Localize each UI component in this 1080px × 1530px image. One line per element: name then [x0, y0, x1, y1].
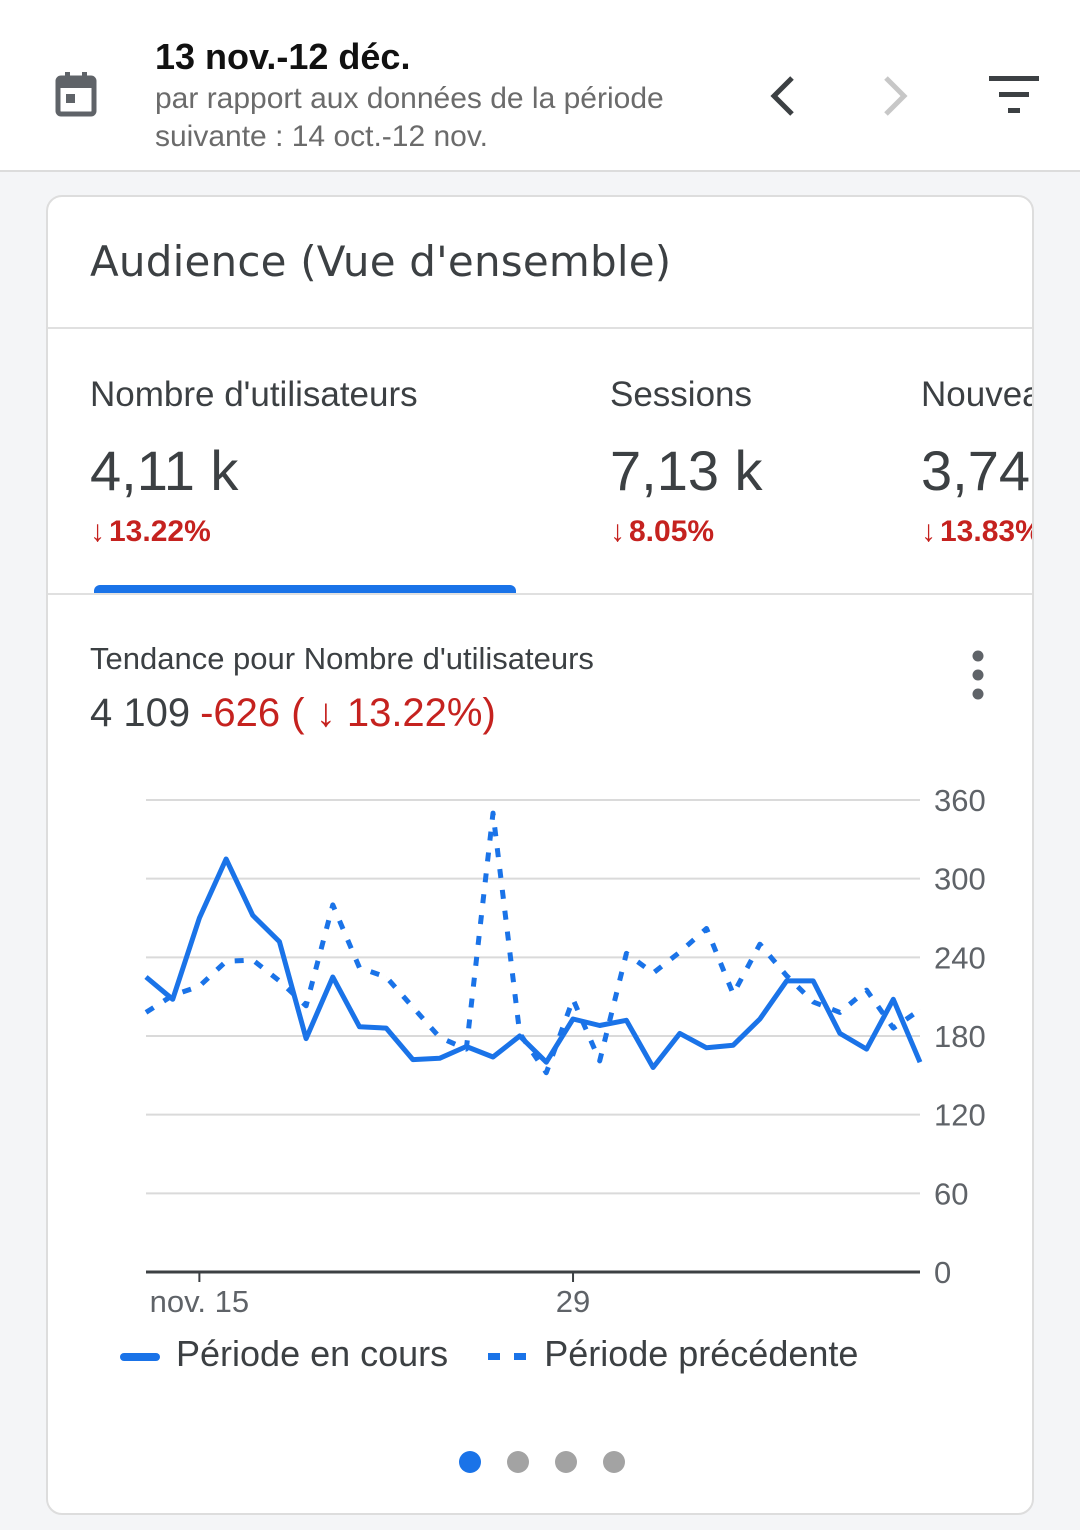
metric-label: Sessions	[610, 375, 753, 414]
arrow-down-icon: ↓	[90, 515, 105, 548]
chevron-right-icon[interactable]	[870, 70, 918, 122]
y-tick-label: 360	[934, 783, 986, 818]
series-lines	[144, 810, 923, 1076]
legend-item-previous[interactable]: Période précédente	[488, 1333, 858, 1375]
metric-label: Nouveaux utilisateurs	[921, 375, 1032, 414]
metric-change-value: 13.22%	[109, 515, 211, 548]
trend-total-value: 4 109	[90, 691, 191, 735]
metric-value: 7,13 k	[610, 439, 763, 502]
arrow-down-icon: ↓	[921, 515, 936, 548]
series-line-current	[144, 856, 923, 1070]
y-tick-label: 300	[934, 862, 986, 897]
divider	[48, 327, 1032, 329]
chevron-left-icon[interactable]	[760, 70, 808, 122]
metric-value: 4,11 k	[90, 439, 239, 502]
date-range-selector[interactable]: 13 nov.-12 déc. par rapport aux données …	[155, 36, 745, 156]
dashed-line-swatch-icon	[488, 1352, 527, 1360]
metric-tab-users[interactable]: Nombre d'utilisateurs 4,11 k ↓ 13.22%	[90, 375, 418, 549]
series-line-previous	[144, 810, 922, 1076]
card-title: Audience (Vue d'ensemble)	[90, 237, 672, 286]
gridlines	[146, 799, 920, 1274]
metric-change: ↓ 13.22%	[90, 515, 418, 549]
solid-line-swatch-icon	[120, 1352, 160, 1361]
x-tick-label: 29	[556, 1284, 590, 1319]
arrow-down-icon: ↓	[610, 515, 625, 548]
divider	[48, 593, 1032, 595]
x-tick-label: nov. 15	[150, 1284, 249, 1319]
pagination-dot[interactable]	[459, 1451, 481, 1473]
calendar-icon[interactable]	[52, 70, 100, 118]
selected-tab-indicator	[94, 585, 516, 593]
trend-line-chart: 0 60 120 180 240 300 360 nov. 15 29	[144, 783, 986, 1319]
trend-delta: -626 ( ↓ 13.22%)	[200, 691, 496, 735]
x-tick-labels: nov. 15 29	[150, 1272, 590, 1319]
comparison-period-text: par rapport aux données de la période su…	[155, 82, 664, 153]
metric-tab-sessions[interactable]: Sessions 7,13 k ↓ 8.05%	[610, 375, 763, 549]
metric-tab-new-users[interactable]: Nouveaux utilisateurs 3,74 k ↓13.83%	[921, 375, 1034, 549]
pagination-dots	[48, 1451, 1032, 1478]
legend-item-current[interactable]: Période en cours	[120, 1333, 448, 1375]
metric-change-value: 8.05%	[629, 515, 715, 548]
date-range-title: 13 nov.-12 déc.	[155, 36, 411, 77]
y-tick-label: 60	[934, 1176, 968, 1211]
legend-label: Période en cours	[176, 1333, 449, 1375]
pagination-dot[interactable]	[603, 1451, 625, 1473]
more-vert-icon[interactable]	[958, 647, 998, 703]
metric-change-value: 13.83%	[940, 515, 1034, 548]
metric-change: ↓ 13.83%	[921, 515, 1034, 549]
legend-label: Période précédente	[544, 1333, 859, 1375]
date-range-bar: 13 nov.-12 déc. par rapport aux données …	[0, 0, 1080, 172]
audience-overview-card: Audience (Vue d'ensemble) Nombre d'utili…	[46, 195, 1034, 1515]
filter-icon[interactable]	[985, 72, 1043, 118]
y-tick-label: 240	[934, 940, 986, 975]
y-tick-labels: 0 60 120 180 240 300 360	[934, 783, 986, 1290]
metric-label: Nombre d'utilisateurs	[90, 375, 418, 414]
trend-total: 4 109 -626 ( ↓ 13.22%)	[90, 691, 496, 736]
y-tick-label: 120	[934, 1098, 986, 1133]
y-tick-label: 180	[934, 1019, 986, 1054]
pagination-dot[interactable]	[507, 1451, 529, 1473]
trend-title: Tendance pour Nombre d'utilisateurs	[90, 641, 594, 676]
metric-value: 3,74 k	[921, 439, 1032, 502]
pagination-dot[interactable]	[555, 1451, 577, 1473]
metric-change: ↓ 8.05%	[610, 515, 763, 549]
y-tick-label: 0	[934, 1255, 951, 1290]
chart-legend: Période en cours Période précédente	[120, 1331, 858, 1375]
